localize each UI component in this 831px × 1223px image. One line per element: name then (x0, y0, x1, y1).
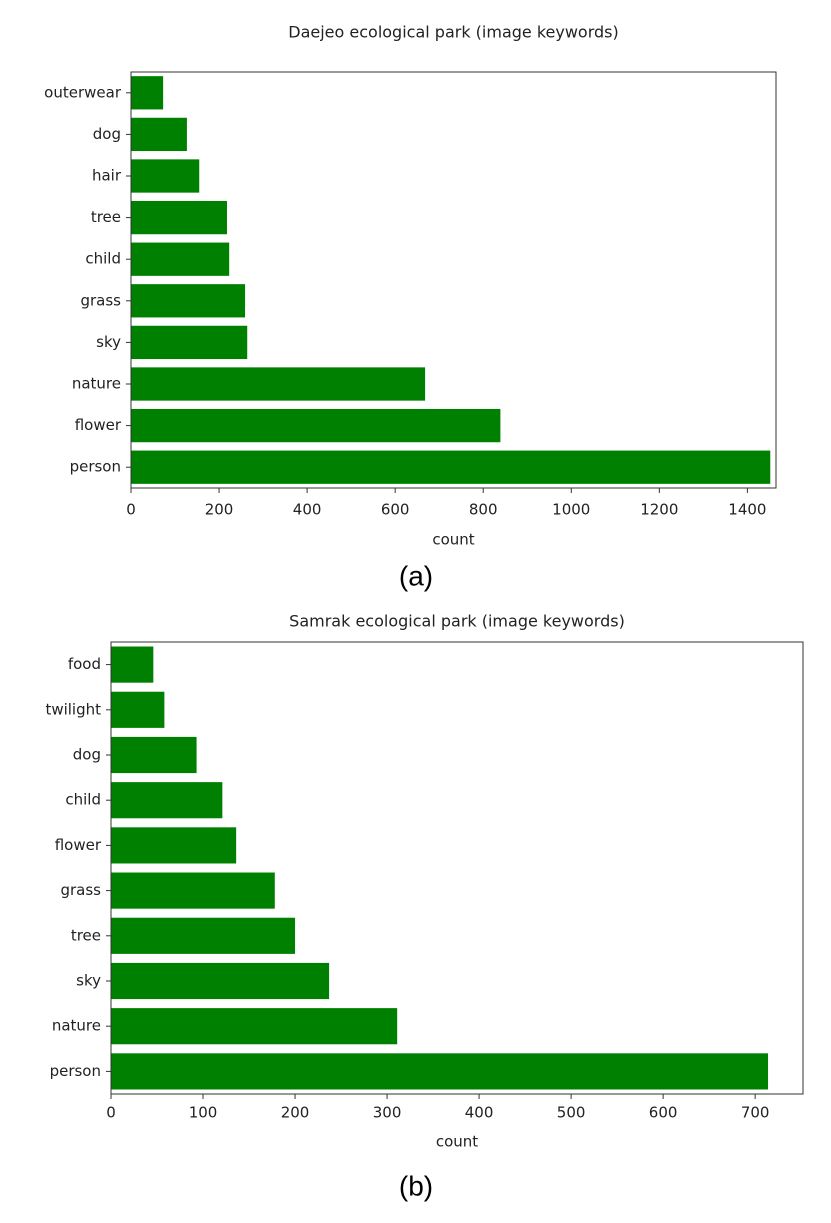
bar (111, 1008, 398, 1045)
y-tick-label: tree (71, 926, 101, 944)
y-tick-label: nature (72, 375, 121, 393)
x-tick-label: 100 (189, 1104, 218, 1122)
bar (111, 782, 223, 819)
bar (111, 962, 330, 1000)
bar (111, 646, 154, 683)
y-tick-label: tree (91, 208, 121, 226)
bar (131, 325, 248, 360)
y-tick-label: sky (76, 972, 101, 990)
bar (131, 284, 246, 318)
x-axis-label: count (432, 531, 474, 549)
x-tick-label: 300 (373, 1104, 402, 1122)
y-tick-label: outerwear (44, 83, 122, 101)
y-tick-label: food (68, 655, 101, 673)
bar (131, 408, 501, 443)
y-tick-label: dog (93, 125, 121, 143)
bar (131, 76, 164, 110)
x-tick-label: 600 (649, 1104, 678, 1122)
y-tick-label: person (50, 1062, 101, 1080)
x-tick-label: 600 (381, 501, 410, 519)
x-tick-label: 0 (126, 501, 136, 519)
bar (111, 691, 165, 728)
y-tick-label: hair (92, 167, 122, 185)
y-tick-label: dog (73, 746, 101, 764)
x-tick-label: 500 (557, 1104, 586, 1122)
y-tick-label: child (65, 791, 101, 809)
bar (131, 200, 227, 235)
y-tick-label: nature (52, 1017, 101, 1035)
bar (131, 117, 187, 152)
y-tick-label: flower (55, 836, 102, 854)
chart-title: Samrak ecological park (image keywords) (289, 612, 625, 631)
x-tick-label: 400 (465, 1104, 494, 1122)
y-tick-label: grass (60, 881, 101, 899)
y-tick-label: person (70, 458, 121, 476)
x-tick-label: 0 (106, 1104, 116, 1122)
bar (111, 1053, 769, 1090)
bar (111, 872, 275, 909)
bar (131, 242, 230, 276)
plot-frame (130, 71, 777, 489)
y-tick-label: child (85, 250, 121, 268)
caption: (a) (399, 560, 433, 591)
x-axis-label: count (436, 1133, 478, 1151)
y-tick-label: grass (80, 291, 121, 309)
plot-frame (110, 641, 804, 1095)
bar (111, 827, 237, 864)
caption: (b) (399, 1170, 433, 1201)
bar (131, 159, 200, 193)
x-tick-label: 200 (205, 501, 234, 519)
x-tick-label: 1200 (640, 501, 678, 519)
y-tick-label: twilight (45, 700, 101, 718)
x-tick-label: 1000 (552, 501, 590, 519)
x-tick-label: 200 (281, 1104, 310, 1122)
x-tick-label: 700 (741, 1104, 770, 1122)
bar (111, 917, 296, 954)
bar (131, 450, 771, 484)
y-tick-label: flower (75, 416, 122, 434)
chart-title: Daejeo ecological park (image keywords) (288, 23, 619, 42)
x-tick-label: 1400 (728, 501, 766, 519)
y-tick-label: sky (96, 333, 121, 351)
x-tick-label: 800 (469, 501, 498, 519)
bar (111, 736, 197, 774)
bar (131, 367, 426, 401)
x-tick-label: 400 (293, 501, 322, 519)
